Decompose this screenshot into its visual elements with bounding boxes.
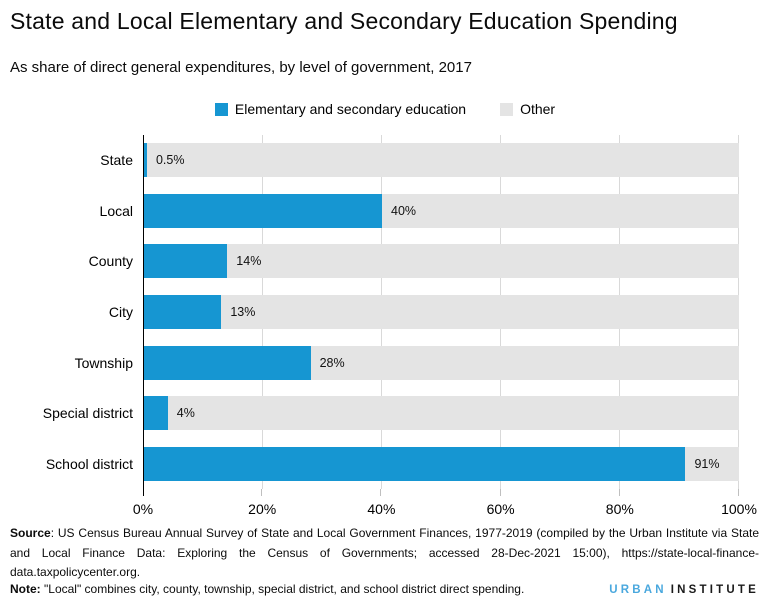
source-label: Source [10, 526, 51, 540]
y-axis-labels: State Local County City Township Special… [0, 135, 133, 489]
bar-row-county: 14% [144, 236, 739, 287]
x-axis-ticks [143, 489, 739, 497]
bar-track: 13% [144, 295, 739, 330]
x-axis-labels: 0% 20% 40% 60% 80% 100% [133, 501, 757, 519]
bar-row-local: 40% [144, 186, 739, 237]
x-tick-60 [499, 489, 501, 496]
note-text: "Local" combines city, county, township,… [40, 582, 525, 596]
urban-institute-logo: URBAN INSTITUTE [609, 584, 759, 596]
note: Note: "Local" combines city, county, tow… [10, 582, 524, 596]
x-label-100: 100% [721, 501, 757, 517]
category-label-special-district: Special district [42, 405, 133, 422]
legend-swatch-gray-icon [500, 102, 514, 116]
x-tick-0 [143, 489, 144, 496]
bar-value-label: 0.5% [155, 153, 185, 168]
bar-fill-elementary [144, 446, 686, 481]
category-label-city: City [108, 304, 133, 321]
note-label: Note: [10, 582, 41, 596]
x-tick-40 [380, 489, 382, 496]
legend-item-elementary: Elementary and secondary education [214, 101, 467, 117]
source-note: Source: US Census Bureau Annual Survey o… [10, 524, 759, 583]
bar-track: 0.5% [144, 143, 739, 178]
source-text: : US Census Bureau Annual Survey of Stat… [10, 526, 759, 579]
category-label-state: State [100, 152, 133, 169]
bar-track: 40% [144, 193, 739, 228]
bar-value-label: 13% [230, 305, 256, 320]
legend-label-other: Other [520, 101, 556, 117]
bar-fill-elementary [144, 396, 168, 431]
logo-urban-text: URBAN [609, 584, 667, 596]
bar-track: 4% [144, 396, 739, 431]
bar-row-city: 13% [144, 287, 739, 338]
x-label-40: 40% [367, 501, 396, 517]
legend-label-elementary: Elementary and secondary education [234, 101, 467, 117]
x-label-0: 0% [132, 501, 154, 517]
bar-value-label: 40% [391, 203, 417, 218]
category-label-school-district: School district [45, 455, 133, 472]
page-title: State and Local Elementary and Secondary… [10, 8, 678, 34]
bar-fill-elementary [144, 244, 228, 279]
bar-row-state: 0.5% [144, 135, 739, 186]
x-label-60: 60% [486, 501, 515, 517]
bar-track: 14% [144, 244, 739, 279]
bar-value-label: 4% [176, 406, 195, 421]
bar-row-township: 28% [144, 337, 739, 388]
footer-row: Note: "Local" combines city, county, tow… [10, 582, 759, 596]
bar-value-label: 28% [319, 355, 345, 370]
bar-chart-plot-area: 0.5% 40% 14% 13% [143, 135, 739, 489]
x-tick-20 [261, 489, 263, 496]
bar-rows: 0.5% 40% 14% 13% [144, 135, 739, 489]
x-label-80: 80% [605, 501, 634, 517]
page-subtitle: As share of direct general expenditures,… [10, 59, 472, 76]
x-tick-80 [618, 489, 620, 496]
bar-fill-elementary [144, 295, 222, 330]
bar-fill-elementary [144, 345, 311, 380]
chart-legend: Elementary and secondary education Other [0, 101, 770, 117]
x-label-20: 20% [248, 501, 277, 517]
bar-track: 91% [144, 446, 739, 481]
bar-track: 28% [144, 345, 739, 380]
legend-item-other: Other [500, 101, 555, 117]
x-tick-100 [738, 489, 739, 496]
bar-value-label: 14% [236, 254, 262, 269]
category-label-county: County [88, 253, 133, 270]
bar-fill-elementary [144, 193, 382, 228]
category-label-local: Local [99, 202, 133, 219]
logo-institute-text: INSTITUTE [670, 584, 759, 596]
category-label-township: Township [74, 354, 133, 371]
legend-swatch-blue-icon [214, 102, 228, 116]
bar-value-label: 91% [694, 456, 720, 471]
bar-row-school-district: 91% [144, 438, 739, 489]
bar-row-special-district: 4% [144, 388, 739, 439]
bar-fill-elementary [144, 143, 147, 178]
